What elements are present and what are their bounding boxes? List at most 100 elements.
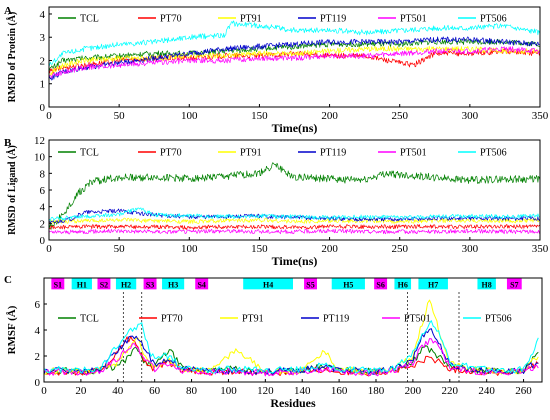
- panel-c-x-tick-label: 40: [112, 385, 124, 397]
- panel-a-y-tick-label: 1: [40, 79, 46, 91]
- panel-b-series-tcl: [48, 162, 541, 230]
- panel-c-y-axis-title: RMSF (Å): [6, 305, 18, 354]
- panel-b-x-axis-title: Time(ns): [272, 254, 318, 268]
- panel-a-series-pt70: [48, 48, 541, 74]
- panel-b-legend-label-pt119: PT119: [320, 148, 346, 159]
- panel-c-legend-label-pt119: PT119: [323, 314, 349, 325]
- panel-c-ss-box-h8: [477, 278, 496, 290]
- panel-b-x-tick-label: 250: [391, 243, 408, 255]
- panel-c-ss-box-h5: [331, 278, 365, 290]
- panel-a-series-pt119: [48, 36, 541, 81]
- panel-b-series-pt501: [49, 228, 541, 235]
- panel-b-plot-frame: [48, 139, 541, 241]
- panel-c-ss-box-h4: [243, 278, 293, 290]
- panel-a-x-tick-label: 300: [462, 110, 479, 122]
- panel-c-ss-label-h2: H2: [121, 280, 131, 289]
- panel-b-x-tick-label: 100: [181, 243, 198, 255]
- panel-b-legend-label-pt70: PT70: [160, 148, 182, 159]
- panel-c-legend-label-pt91: PT91: [242, 314, 264, 325]
- panel-c-legend-label-pt501: PT501: [404, 314, 431, 325]
- panel-a-x-tick-label: 50: [114, 110, 126, 122]
- panel-b-y-axis-title: RMSD of Ligand (Å): [6, 145, 18, 235]
- panel-c-x-tick-label: 0: [41, 385, 47, 397]
- panel-a-legend-label-pt91: PT91: [240, 14, 262, 25]
- panel-c-ss-label-s7: S7: [510, 280, 518, 289]
- panel-c-ss-box-s4: [195, 278, 209, 290]
- panel-c-y-tick-label: 2: [35, 351, 41, 363]
- panel-c-series-pt91: [43, 299, 539, 375]
- panel-a-x-axis-title: Time(ns): [272, 121, 318, 135]
- panel-c-ss-box-s7: [506, 278, 522, 290]
- panel-c-ss-label-h5: H5: [343, 280, 353, 289]
- panel-b-letter: B: [4, 137, 12, 149]
- panel-c-ss-box-s3: [143, 278, 157, 290]
- panel-a-legend-label-pt70: PT70: [160, 14, 182, 25]
- panel-a-x-tick-label: 250: [391, 110, 408, 122]
- panel-c-x-tick-label: 100: [220, 385, 237, 397]
- panel-c-y-tick-label: 0: [35, 377, 41, 389]
- panel-c-x-tick-label: 220: [442, 385, 459, 397]
- panel-b-y-tick-label: 4: [40, 202, 46, 214]
- panel-c-ss-box-s1: [51, 278, 65, 290]
- panel-b-x-tick-label: 0: [46, 243, 52, 255]
- panel-a-y-tick-label: 3: [40, 32, 46, 44]
- panel-a-letter: A: [4, 5, 12, 17]
- panel-b-y-tick-label: 8: [40, 168, 46, 180]
- panel-c-x-tick-label: 180: [368, 385, 385, 397]
- panel-c-ss-box-h2: [115, 278, 137, 290]
- panel-a-legend-label-pt119: PT119: [320, 14, 346, 25]
- panel-c-ss-label-s2: S2: [100, 280, 108, 289]
- panel-b-y-tick-label: 10: [34, 152, 46, 164]
- panel-a-y-tick-label: 0: [40, 102, 46, 114]
- panel-c-legend-label-tcl: TCL: [80, 314, 99, 325]
- panel-a-x-tick-label: 350: [532, 110, 549, 122]
- panel-c-ss-label-h8: H8: [482, 280, 492, 289]
- panel-c-ss-label-s5: S5: [306, 280, 314, 289]
- panel-b-y-tick-label: 12: [34, 135, 45, 147]
- panel-c-y-tick-label: 6: [35, 299, 41, 311]
- panel-c-series-pt501: [43, 338, 539, 377]
- panel-c-x-tick-label: 260: [515, 385, 532, 397]
- panel-c-x-tick-label: 200: [405, 385, 422, 397]
- panel-b-x-tick-label: 50: [114, 243, 126, 255]
- panel-b-y-tick-label: 2: [40, 218, 46, 230]
- panel-c-ss-box-h1: [71, 278, 92, 290]
- panel-c-ss-box-s6: [374, 278, 388, 290]
- panel-c-x-tick-label: 160: [331, 385, 348, 397]
- panel-b-legend-label-pt506: PT506: [480, 148, 507, 159]
- panel-a-series-pt91: [48, 45, 541, 77]
- panel-c-series-pt506: [43, 320, 539, 374]
- panel-b-legend-label-pt91: PT91: [240, 148, 262, 159]
- panel-c-x-tick-label: 140: [294, 385, 311, 397]
- panel-c-ss-box-s2: [97, 278, 111, 290]
- panel-b-legend-label-pt501: PT501: [400, 148, 427, 159]
- panel-c-ss-label-s4: S4: [197, 280, 205, 289]
- panel-c-x-tick-label: 240: [478, 385, 495, 397]
- panel-c-legend-label-pt506: PT506: [485, 314, 512, 325]
- panel-c-ss-label-h4: H4: [263, 280, 273, 289]
- panel-b-series-pt119: [48, 208, 541, 224]
- panel-a-y-axis-title: RMSD of Protein (Å): [6, 12, 18, 103]
- panel-c-letter: C: [4, 274, 12, 286]
- panel-a-series-pt501: [48, 46, 541, 79]
- panel-c-x-axis-title: Residues: [270, 396, 316, 410]
- panel-c-legend-label-pt70: PT70: [161, 314, 183, 325]
- panel-a-series-pt506: [48, 20, 541, 67]
- panel-c-ss-box-h3: [162, 278, 185, 290]
- panel-c-ss-label-h6: H6: [398, 280, 408, 289]
- panel-c-ss-label-s1: S1: [54, 280, 62, 289]
- panel-a-plot-frame: [48, 6, 541, 108]
- panel-a-x-tick-label: 0: [46, 110, 52, 122]
- panel-b-series-pt70: [48, 224, 541, 230]
- panel-b-y-tick-label: 0: [40, 235, 46, 247]
- panel-b-y-tick-label: 6: [40, 185, 46, 197]
- panel-b-x-tick-label: 300: [462, 243, 479, 255]
- panel-a-x-tick-label: 100: [181, 110, 198, 122]
- panel-c-ss-label-s3: S3: [146, 280, 154, 289]
- panel-c-ss-box-h7: [418, 278, 448, 290]
- panel-c-x-tick-label: 120: [257, 385, 274, 397]
- panel-a-y-tick-label: 2: [40, 55, 46, 67]
- panel-a-y-tick-label: 4: [40, 9, 46, 21]
- panel-a-legend-label-tcl: TCL: [80, 14, 99, 25]
